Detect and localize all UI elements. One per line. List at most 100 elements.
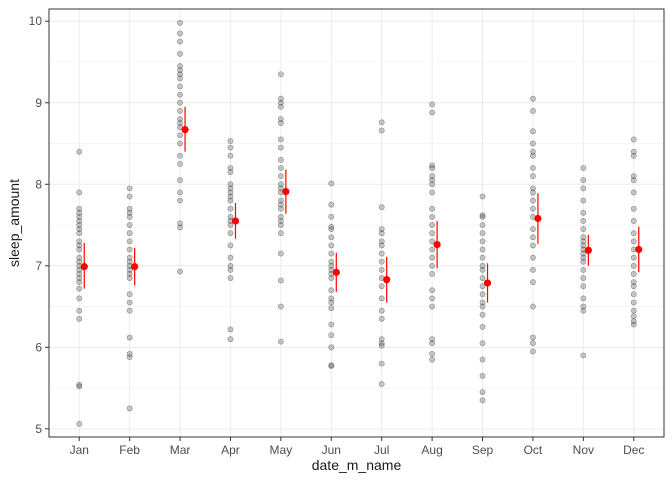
data-point [277, 185, 284, 192]
data-point [530, 189, 536, 196]
data-point [227, 275, 234, 281]
data-point [126, 354, 133, 361]
data-point [328, 234, 335, 241]
data-point [76, 381, 83, 388]
data-point [580, 177, 587, 184]
data-point [76, 238, 83, 245]
data-point [76, 258, 83, 265]
x-tick-label: Jul [374, 443, 389, 457]
data-point [177, 91, 183, 98]
data-point [479, 213, 486, 220]
data-point [530, 185, 536, 192]
data-point [177, 220, 183, 227]
data-point [530, 279, 536, 286]
data-point [126, 230, 133, 237]
data-point [126, 334, 133, 341]
data-point [126, 238, 133, 245]
mean-point [181, 126, 189, 134]
data-point [76, 266, 83, 273]
data-point [126, 258, 133, 265]
data-point [378, 283, 385, 290]
data-point [479, 238, 486, 245]
data-point [277, 250, 284, 257]
data-point [126, 275, 133, 281]
data-point [76, 275, 83, 281]
data-point [76, 222, 83, 228]
data-point [479, 356, 486, 363]
data-point [530, 242, 536, 249]
data-point [530, 148, 536, 155]
axis-ticks [45, 20, 635, 441]
mean-point [584, 246, 592, 254]
data-point [277, 95, 284, 102]
data-point [76, 307, 83, 314]
data-point [126, 405, 133, 412]
data-point [177, 177, 183, 184]
data-point [177, 108, 183, 114]
data-point [227, 266, 234, 273]
data-point [177, 99, 183, 106]
mean-point [433, 241, 441, 249]
data-point [177, 83, 183, 90]
data-point [227, 222, 234, 228]
data-point [630, 262, 637, 269]
data-point [76, 226, 83, 233]
data-point [277, 120, 284, 127]
data-point [580, 197, 587, 204]
data-point [429, 303, 436, 310]
data-point [328, 258, 335, 265]
data-point [429, 109, 436, 116]
data-point [177, 116, 183, 122]
data-point [429, 222, 436, 228]
data-point [76, 230, 83, 237]
data-point [328, 250, 335, 257]
data-point [177, 132, 183, 139]
data-point [76, 189, 83, 196]
data-point [328, 242, 335, 249]
data-point [479, 275, 486, 281]
x-tick-label: Mar [170, 443, 191, 457]
data-point [177, 50, 183, 57]
data-point [277, 181, 284, 188]
mean-point [131, 263, 139, 271]
data-point [277, 71, 284, 78]
data-point [277, 222, 284, 228]
data-point [429, 181, 436, 188]
data-point [479, 299, 486, 306]
data-point [76, 148, 83, 155]
data-point [378, 127, 385, 134]
data-point [76, 218, 83, 224]
data-point [126, 246, 133, 253]
data-point [479, 303, 486, 310]
x-tick-label: Feb [119, 443, 140, 457]
data-point [227, 152, 234, 159]
data-point [479, 266, 486, 273]
data-point [630, 291, 637, 298]
data-point [479, 262, 486, 269]
data-point [177, 19, 183, 26]
data-point [580, 283, 587, 290]
data-point [630, 230, 637, 237]
data-point [479, 291, 486, 298]
data-point [277, 201, 284, 208]
data-point [126, 254, 133, 261]
data-point [580, 242, 587, 249]
data-point [277, 205, 284, 212]
data-point [530, 303, 536, 310]
data-point [126, 205, 133, 212]
data-point [328, 180, 335, 187]
data-point [630, 189, 637, 196]
data-point [177, 268, 183, 275]
data-point [429, 336, 436, 343]
data-point [126, 350, 133, 357]
data-point [530, 340, 536, 347]
data-point [277, 99, 284, 106]
data-point [227, 193, 234, 200]
data-point [429, 101, 436, 108]
data-point [378, 307, 385, 314]
data-point [479, 246, 486, 253]
data-point [378, 226, 385, 233]
data-point [630, 205, 637, 212]
y-tick-labels: 5 6 7 8 9 10 [29, 14, 43, 436]
